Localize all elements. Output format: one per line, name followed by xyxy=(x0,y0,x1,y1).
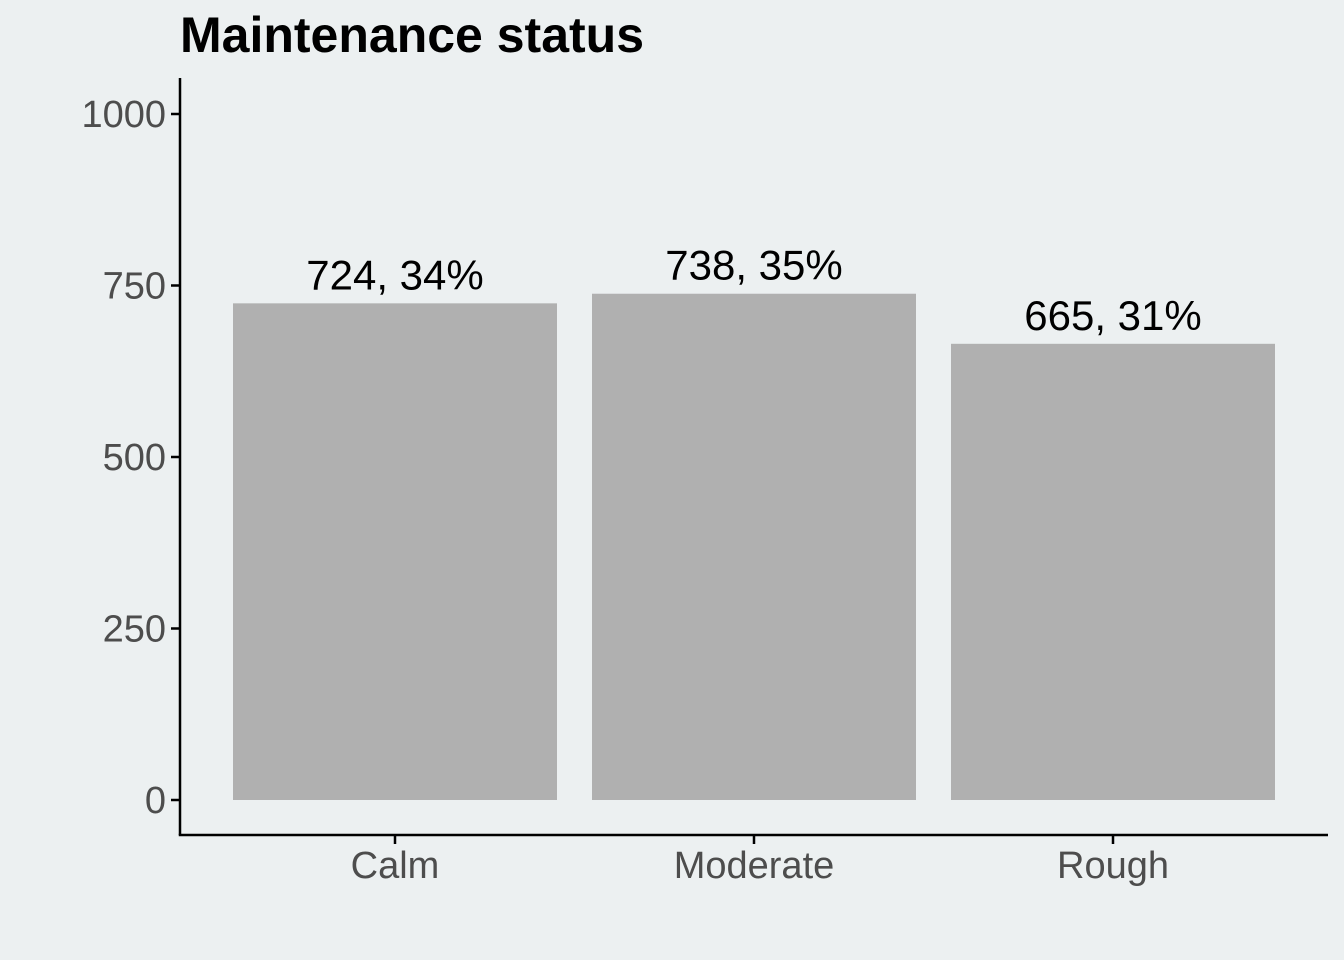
y-tick-label: 500 xyxy=(103,437,166,479)
chart-title: Maintenance status xyxy=(180,7,645,63)
y-tick-label: 750 xyxy=(103,266,166,308)
x-tick-label: Rough xyxy=(1057,845,1169,887)
x-tick-label: Moderate xyxy=(674,845,835,887)
bar-moderate xyxy=(592,293,916,800)
y-tick-label: 250 xyxy=(103,609,166,651)
y-tick-label: 1000 xyxy=(81,94,166,136)
bar-data-label: 738, 35% xyxy=(665,242,842,289)
y-tick-label: 0 xyxy=(145,780,166,822)
x-axis-ticks: Calm Moderate Rough xyxy=(351,835,1169,887)
x-tick-label: Calm xyxy=(351,845,440,887)
bar-data-label: 724, 34% xyxy=(306,251,483,298)
bars xyxy=(233,293,1275,800)
bar-calm xyxy=(233,303,557,800)
y-axis-ticks: 0 250 500 750 1000 xyxy=(81,94,180,822)
bar-data-labels: 724, 34% 738, 35% 665, 31% xyxy=(306,242,1201,339)
bar-data-label: 665, 31% xyxy=(1024,292,1201,339)
bar-rough xyxy=(951,343,1275,800)
